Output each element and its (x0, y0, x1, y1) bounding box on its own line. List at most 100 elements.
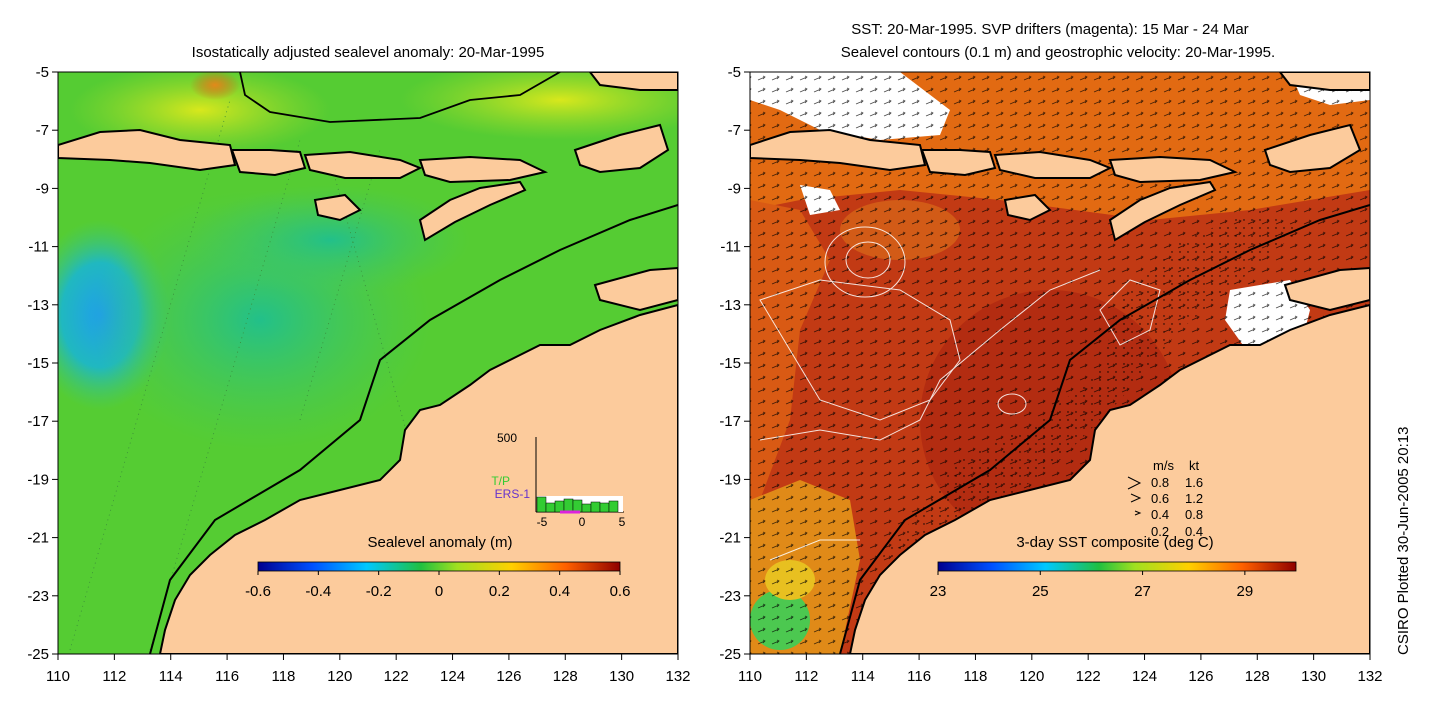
velocity-legend: m/s kt 0.8 1.6 0.6 1.2 0.4 0.8 0.2 0.4 (1127, 458, 1203, 539)
y-tick-label: -15 (719, 355, 741, 372)
x-tick-label: 130 (1301, 668, 1326, 685)
sst-colorbar-tick-label: 29 (1237, 583, 1254, 600)
inset-x-tick-2: 0 (579, 515, 586, 529)
y-tick-label: -23 (719, 588, 741, 605)
y-tick-label: -25 (719, 646, 741, 663)
velocity-row-3-kt: 0.8 (1185, 507, 1203, 522)
y-tick-label: -21 (719, 530, 741, 547)
x-tick-label: 128 (1245, 668, 1270, 685)
x-tick-label: 124 (1132, 668, 1157, 685)
sla-colorbar-tick-label: 0.4 (549, 583, 570, 600)
x-tick-label: 118 (271, 668, 295, 685)
sst-colorbar: 3-day SST composite (deg C) 23 25 27 29 (930, 534, 1297, 600)
right-title-line2: Sealevel contours (0.1 m) and geostrophi… (841, 44, 1275, 61)
velocity-row-4-kt: 0.4 (1185, 524, 1203, 539)
velocity-legend-header-ms: m/s (1153, 458, 1174, 473)
x-tick-label: 112 (102, 668, 126, 685)
velocity-row-4-ms: 0.2 (1151, 524, 1169, 539)
x-tick-label: 112 (794, 668, 818, 685)
right-x-axis: 110 112 114 116 118 120 122 124 126 128 130 132 (738, 654, 1383, 685)
y-tick-label: -9 (36, 180, 49, 197)
velocity-legend-header-kt: kt (1189, 458, 1200, 473)
sla-colorbar-tick-label: -0.4 (305, 583, 331, 600)
y-tick-label: -15 (27, 355, 49, 372)
velocity-arrow-0-4 (1134, 510, 1142, 516)
x-tick-label: 126 (496, 668, 521, 685)
y-tick-label: -5 (36, 64, 49, 81)
x-tick-label: 132 (1357, 668, 1382, 685)
inset-histogram: 500 T/P ERS-1 -5 0 5 (491, 431, 625, 529)
inset-x-tick-1: -5 (537, 515, 548, 529)
sla-colorbar: Sealevel anomaly (m) -0.6 -0.4 -0.2 0 0.2 0.4… (245, 534, 630, 600)
velocity-arrow-0-6 (1130, 493, 1142, 503)
sla-north-contour (239, 72, 561, 123)
y-tick-label: -25 (27, 646, 49, 663)
y-tick-label: -19 (27, 471, 49, 488)
inset-y-max: 500 (497, 431, 517, 445)
inset-bars (536, 496, 619, 513)
sst-shelf-contour (839, 204, 1370, 654)
velocity-row-1-ms: 0.8 (1151, 475, 1169, 490)
y-tick-label: -21 (27, 530, 49, 547)
x-tick-label: 128 (553, 668, 578, 685)
plot-credit: CSIRO Plotted 30-Jun-2005 20:13 (1395, 427, 1412, 655)
y-tick-label: -23 (27, 588, 49, 605)
velocity-arrow-0-8 (1127, 476, 1142, 490)
x-tick-label: 132 (665, 668, 690, 685)
y-tick-label: -9 (728, 180, 741, 197)
sla-colorbar-label: Sealevel anomaly (m) (367, 534, 512, 551)
sst-colorbar-tick-label: 25 (1032, 583, 1049, 600)
x-tick-label: 118 (963, 668, 987, 685)
sst-colorbar-tick-label: 27 (1134, 583, 1151, 600)
sst-sealevel-contours (759, 226, 1161, 561)
x-tick-label: 116 (215, 668, 239, 685)
sst-colorbar-ramp (937, 561, 1297, 572)
y-tick-label: -7 (36, 122, 49, 139)
x-tick-label: 114 (159, 668, 183, 685)
sla-colorbar-tick-label: 0.2 (489, 583, 510, 600)
x-tick-label: 120 (1019, 668, 1044, 685)
sla-high-north-2 (400, 72, 678, 140)
sla-colorbar-tick-label: -0.2 (366, 583, 392, 600)
x-tick-label: 122 (1076, 668, 1101, 685)
velocity-row-3-ms: 0.4 (1151, 507, 1169, 522)
x-tick-label: 116 (907, 668, 931, 685)
x-tick-label: 110 (738, 668, 762, 685)
x-tick-label: 124 (440, 668, 465, 685)
sla-teal-north (190, 185, 470, 295)
x-tick-label: 126 (1188, 668, 1213, 685)
y-tick-label: -13 (27, 297, 49, 314)
x-tick-label: 110 (46, 668, 70, 685)
y-tick-label: -11 (28, 239, 49, 256)
sla-colorbar-ramp (257, 561, 621, 572)
y-tick-label: -19 (719, 471, 741, 488)
velocity-row-2-kt: 1.2 (1185, 491, 1203, 506)
sla-colorbar-tick-label: -0.6 (245, 583, 271, 600)
sla-shelf-contour (149, 204, 678, 654)
velocity-row-2-ms: 0.6 (1151, 491, 1169, 506)
y-tick-label: -17 (719, 413, 741, 430)
left-title: Isostatically adjusted sealevel anomaly:… (192, 44, 545, 61)
x-tick-label: 120 (327, 668, 352, 685)
y-tick-label: -11 (720, 239, 741, 256)
y-tick-label: -5 (728, 64, 741, 81)
sla-colorbar-tick-label: 0 (435, 583, 443, 600)
left-x-axis: 110 112 114 116 118 120 122 124 126 128 130 132 (46, 654, 691, 685)
velocity-row-1-kt: 1.6 (1185, 475, 1203, 490)
x-tick-label: 130 (609, 668, 634, 685)
inset-x-tick-3: 5 (619, 515, 626, 529)
inset-legend-ers: ERS-1 (495, 487, 531, 501)
y-tick-label: -17 (27, 413, 49, 430)
inset-legend-tp: T/P (491, 474, 510, 488)
sla-high-spot (190, 72, 240, 100)
sst-colorbar-label: 3-day SST composite (deg C) (1016, 534, 1213, 551)
x-tick-label: 122 (384, 668, 409, 685)
sla-colorbar-tick-label: 0.6 (610, 583, 631, 600)
sst-colorbar-tick-label: 23 (930, 583, 947, 600)
right-y-axis: -5 -7 -9 -11 -13 -15 -17 -19 -21 -23 -25 (719, 64, 750, 663)
x-tick-label: 114 (851, 668, 875, 685)
y-tick-label: -13 (719, 297, 741, 314)
y-tick-label: -7 (728, 122, 741, 139)
left-y-axis: -5 -7 -9 -11 -13 -15 -17 -19 -21 -23 -25 (27, 64, 58, 663)
